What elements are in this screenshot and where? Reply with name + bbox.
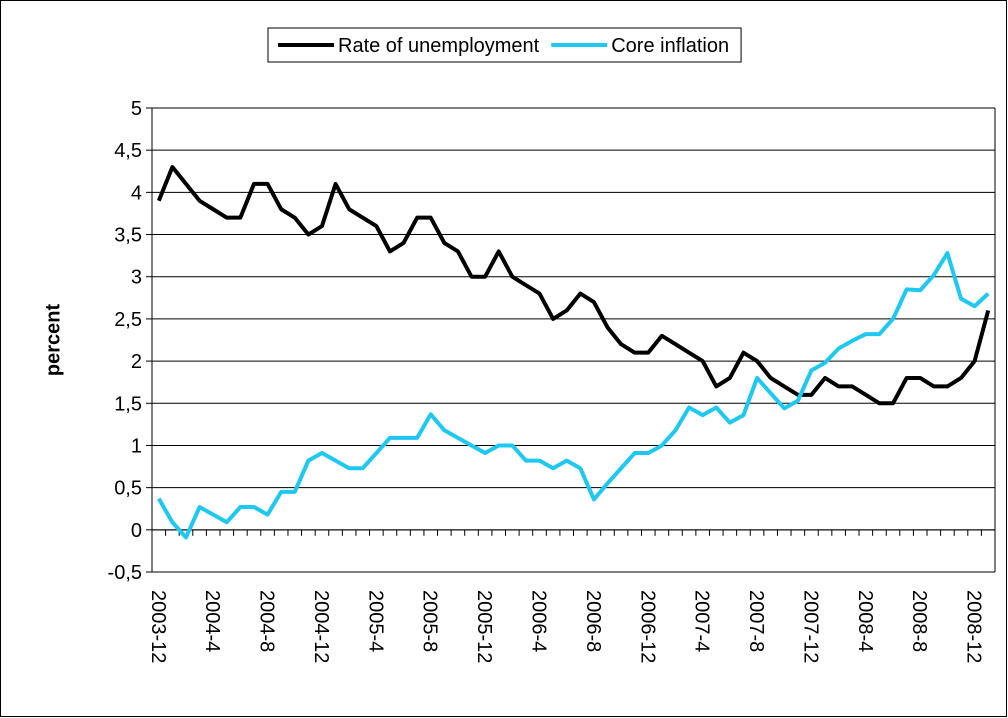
x-tick-label: 2005-4	[364, 590, 386, 652]
x-tick-label: 2006-4	[528, 590, 550, 652]
data-line	[156, 165, 991, 406]
y-tick-label: 4,5	[114, 140, 142, 162]
y-tick-label: 5	[131, 98, 142, 120]
x-tick-label: 2006-12	[636, 590, 658, 663]
legend-label: Rate of unemployment	[338, 35, 540, 57]
x-tick-label: 2006-8	[582, 590, 604, 652]
x-tick-label: 2007-12	[799, 590, 821, 663]
x-tick-label: 2004-12	[310, 590, 332, 663]
y-tick-label: 1	[131, 435, 142, 457]
x-tick-label: 2004-4	[201, 590, 223, 652]
legend-box	[267, 27, 742, 63]
x-tick-label: 2003-12	[147, 590, 169, 663]
y-tick-label: 0,5	[114, 478, 142, 500]
y-tick-label: -0,5	[108, 562, 142, 584]
x-tick-label: 2007-4	[691, 590, 713, 652]
legend-label: Core inflation	[611, 35, 729, 57]
x-tick-label: 2005-12	[473, 590, 495, 663]
x-tick-label: 2007-8	[745, 590, 767, 652]
y-axis-label: percent	[42, 304, 64, 377]
data-line	[157, 251, 990, 540]
legend: Rate of unemployment Core inflation	[267, 27, 742, 63]
y-tick-label: 1,5	[114, 393, 142, 415]
x-tick-label: 2008-12	[963, 590, 985, 663]
x-tick-label: 2005-8	[419, 590, 441, 652]
y-tick-label: 2,5	[114, 309, 142, 331]
y-tick-label: 3,5	[114, 225, 142, 247]
y-tick-label: 0	[131, 520, 142, 542]
x-tick-label: 2004-8	[256, 590, 278, 652]
y-tick-label: 3	[131, 267, 142, 289]
x-tick-label: 2008-8	[908, 590, 930, 652]
y-tick-label: 4	[131, 182, 142, 204]
y-tick-label: 2	[131, 351, 142, 373]
x-tick-label: 2008-4	[854, 590, 876, 652]
